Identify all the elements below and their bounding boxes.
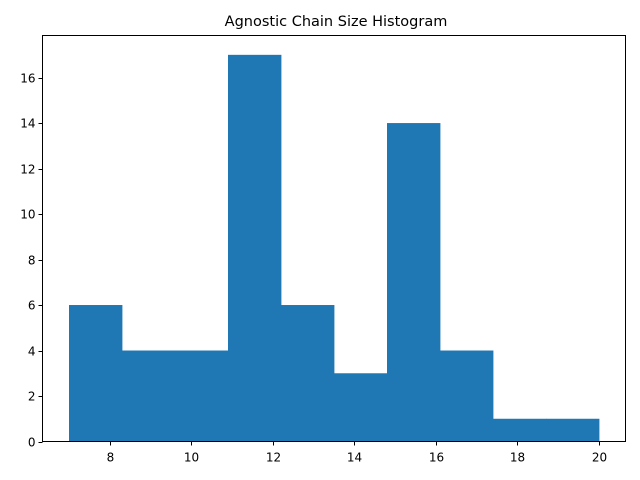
y-tick-label: 12: [20, 163, 35, 177]
y-tick-label: 8: [28, 254, 36, 268]
histogram-bar: [493, 418, 547, 442]
chart-title: Agnostic Chain Size Histogram: [225, 14, 448, 30]
histogram-bar: [69, 305, 123, 442]
y-tick-label: 16: [20, 72, 35, 86]
histogram-bar: [228, 54, 282, 442]
x-tick-label: 20: [592, 451, 607, 465]
x-axis: 8 10 12 14 16 18 20: [107, 441, 607, 465]
histogram-bar: [546, 418, 600, 442]
histogram-bar: [387, 123, 441, 442]
x-tick-label: 12: [266, 451, 281, 465]
x-tick-label: 18: [510, 451, 525, 465]
histogram-bar: [334, 373, 388, 442]
histogram-bar: [122, 350, 176, 442]
histogram-bar: [175, 350, 229, 442]
bars-group: [69, 54, 600, 442]
histogram-bar: [281, 305, 335, 442]
histogram-bar: [440, 350, 494, 442]
y-axis: 0 2 4 6 8 10 12 14 16: [20, 72, 43, 450]
x-tick-label: 10: [184, 451, 199, 465]
y-tick-label: 0: [28, 436, 36, 450]
plot-frame: [42, 35, 626, 442]
y-tick-label: 2: [28, 390, 36, 404]
y-tick-label: 10: [20, 208, 35, 222]
y-tick-label: 14: [20, 117, 35, 131]
x-tick-label: 8: [107, 451, 115, 465]
x-tick-label: 16: [429, 451, 444, 465]
x-tick-label: 14: [347, 451, 362, 465]
y-tick-label: 4: [28, 345, 36, 359]
y-tick-label: 6: [28, 299, 36, 313]
